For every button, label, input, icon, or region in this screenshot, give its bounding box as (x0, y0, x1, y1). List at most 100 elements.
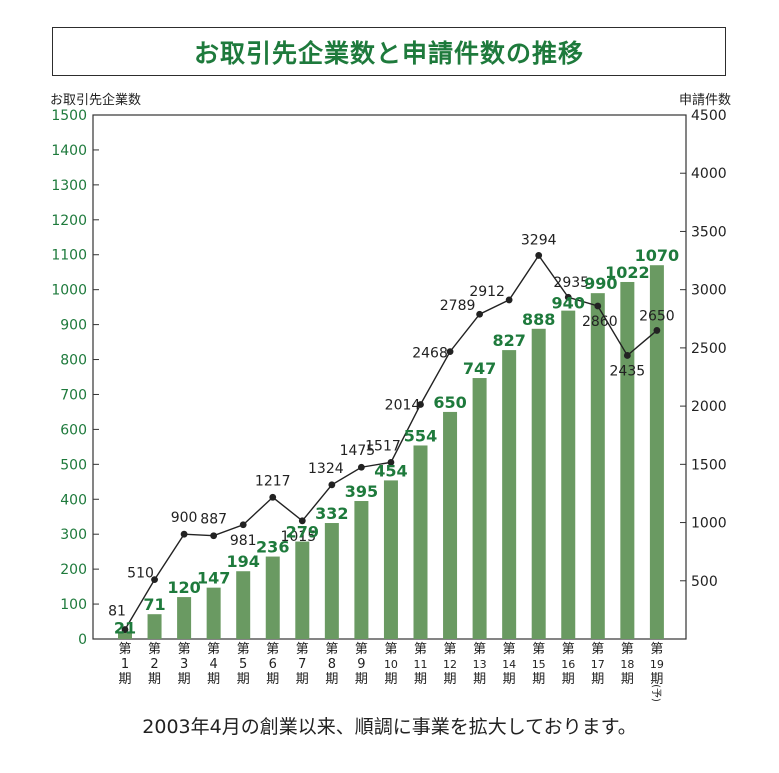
category-label-part: 第 (532, 642, 545, 657)
bar-value-label: 120 (167, 578, 200, 597)
line-value-label: 1324 (308, 461, 344, 477)
category-label-part: 第 (296, 642, 309, 657)
line-value-label: 510 (127, 566, 154, 582)
category-label-part: 期 (118, 672, 131, 687)
bar-value-label: 940 (552, 294, 585, 313)
category-label-part: 第 (621, 642, 634, 657)
left-tick-label: 600 (60, 422, 87, 438)
line-value-label: 3294 (521, 232, 557, 248)
left-tick-label: 700 (60, 387, 87, 403)
category-label-part: 10 (384, 658, 398, 671)
category-label-part: 期 (650, 672, 663, 687)
bar-value-label: 236 (256, 538, 289, 557)
bar-value-label: 747 (463, 359, 496, 378)
category-label-part: 第 (562, 642, 575, 657)
chart-title: お取引先企業数と申請件数の推移 (193, 38, 584, 68)
category-label-part: 16 (561, 658, 575, 671)
category-label-part: 期 (503, 672, 516, 687)
right-tick-label: 3500 (691, 224, 727, 240)
category-label-part: 期 (148, 672, 161, 687)
category-label-part: 第 (325, 642, 338, 657)
bar-value-label: 827 (492, 331, 525, 350)
right-tick-label: 2000 (691, 399, 727, 415)
category-label-part: 期 (562, 672, 575, 687)
category-label-part: 期 (473, 672, 486, 687)
bar-value-label: 71 (143, 595, 165, 614)
category-label-part: 13 (473, 658, 487, 671)
line-value-label: 1217 (255, 473, 291, 489)
line-value-label: 2912 (469, 284, 505, 300)
line-point (239, 521, 247, 529)
line-value-label: 1015 (280, 529, 316, 545)
line-value-label: 2935 (553, 275, 589, 291)
line-value-label: 1475 (340, 443, 376, 459)
left-tick-label: 1000 (51, 283, 87, 299)
right-axis-label: 申請件数 (679, 93, 731, 108)
bar (531, 328, 546, 639)
bar-value-label: 279 (286, 523, 319, 542)
line-value-label: 2435 (610, 363, 646, 379)
category-label-part: 第 (650, 642, 663, 657)
line-point (417, 401, 424, 408)
line-point (535, 252, 543, 259)
category-label-part: 第 (444, 642, 457, 657)
line-point (269, 493, 277, 501)
category-label-part: 17 (591, 658, 605, 671)
category-label-part: 期 (296, 672, 309, 687)
left-tick-label: 1400 (51, 143, 87, 159)
category-label-part: 18 (620, 658, 634, 671)
bar-value-label: 194 (226, 552, 259, 571)
category-label-part: 期 (178, 672, 191, 687)
line-point (210, 532, 218, 540)
category-label-part: 15 (532, 658, 546, 671)
bar (177, 597, 192, 639)
right-tick-label: 500 (691, 574, 718, 590)
bar (561, 310, 576, 639)
category-label-part: 5 (239, 657, 247, 672)
category-label-part: 期 (444, 672, 457, 687)
bar (236, 571, 251, 639)
category-label-part: 第 (148, 642, 161, 657)
left-axis-label: お取引先企業数 (50, 92, 141, 108)
bar-value-label: 395 (345, 482, 378, 501)
footnote: 2003年4月の創業以来、順調に事業を拡大しております。 (142, 716, 637, 738)
line-value-label: 2860 (582, 314, 618, 330)
category-label-part: 期 (266, 672, 279, 687)
bar-value-label: 650 (433, 393, 466, 412)
category-label-part: 第 (118, 642, 131, 657)
line-value-label: 2650 (639, 308, 675, 324)
bar (472, 378, 487, 639)
bar (147, 614, 162, 639)
line-point (298, 517, 306, 525)
right-tick-label: 4000 (691, 166, 727, 182)
category-label-part: 8 (328, 657, 336, 672)
category-label-part: 期 (621, 672, 634, 687)
category-label-part: 期 (355, 672, 368, 687)
line-point (564, 293, 572, 301)
bar-value-label: 332 (315, 504, 348, 523)
left-tick-label: 1100 (51, 248, 87, 264)
category-label-part: 第 (207, 642, 220, 657)
line-point (328, 481, 336, 489)
bar-value-label: 454 (374, 461, 407, 480)
bar (265, 556, 280, 639)
line-value-label: 1517 (365, 438, 401, 454)
category-label-part: 第 (384, 642, 397, 657)
bar (620, 281, 635, 639)
line-point (505, 296, 513, 304)
chart-title-box: お取引先企業数と申請件数の推移 (52, 27, 726, 76)
right-tick-label: 1500 (691, 457, 727, 473)
category-label-part: 4 (210, 657, 218, 672)
category-label-part: 6 (269, 657, 277, 672)
bar-value-label: 147 (197, 569, 230, 588)
bar-value-label: 554 (404, 426, 437, 445)
category-label-part: 2 (150, 657, 158, 672)
line-point (594, 302, 602, 310)
category-label-part: 7 (298, 657, 306, 672)
left-tick-label: 100 (60, 597, 87, 613)
category-label-part: 第 (266, 642, 279, 657)
category-label-part: (予) (650, 684, 662, 702)
line-point (476, 310, 483, 318)
category-label-part: 1 (121, 657, 129, 672)
